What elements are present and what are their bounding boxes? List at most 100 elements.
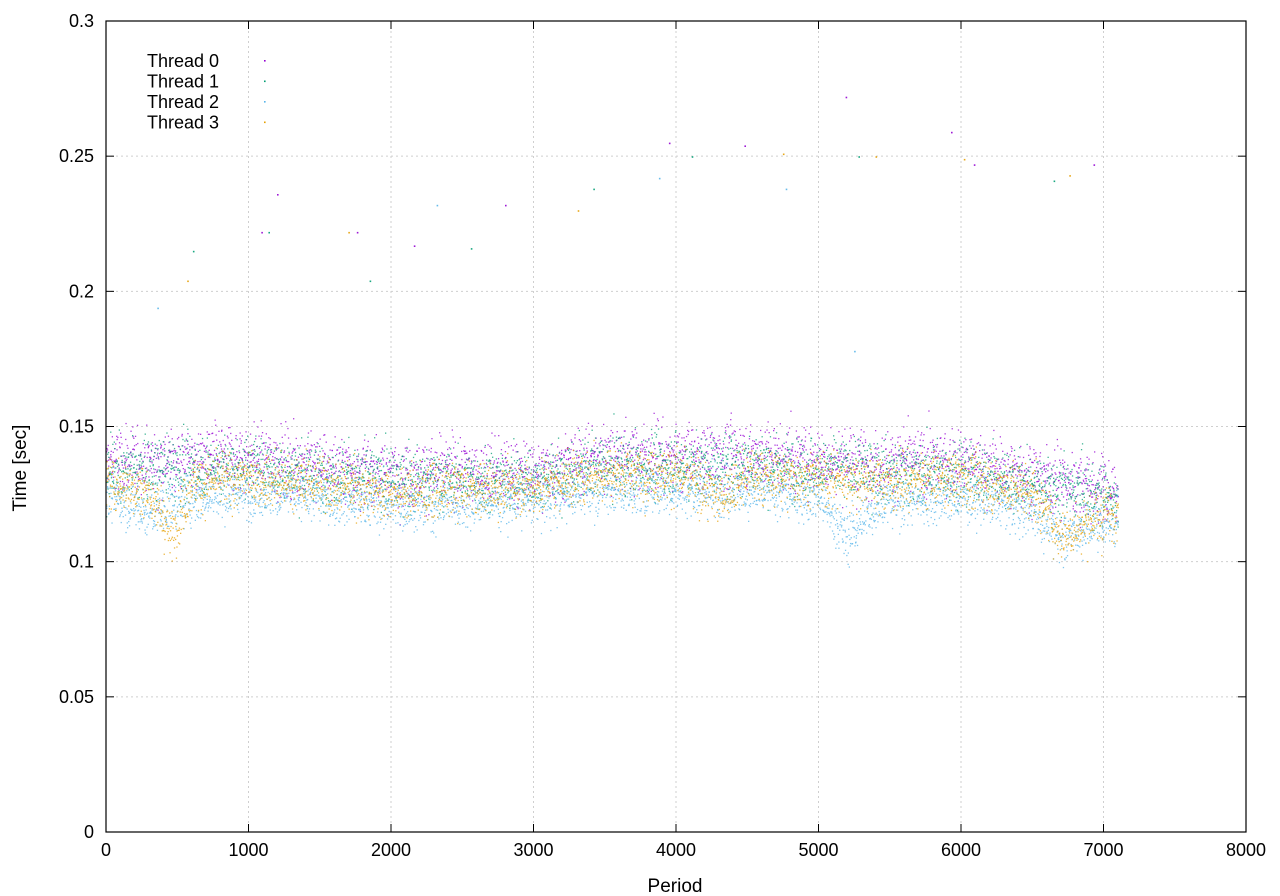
data-point (164, 436, 166, 438)
data-point (285, 459, 287, 461)
data-point (734, 430, 736, 433)
data-point (498, 435, 500, 437)
data-point (401, 497, 403, 499)
data-point (205, 486, 207, 488)
data-point (799, 456, 801, 458)
data-point (559, 451, 561, 453)
data-point (259, 446, 261, 448)
data-point (669, 450, 671, 453)
data-point (500, 483, 502, 485)
data-point (590, 455, 592, 457)
data-point (554, 466, 556, 469)
data-point (837, 455, 840, 457)
data-point (896, 454, 898, 456)
data-point (154, 443, 156, 445)
data-point (504, 451, 507, 453)
data-point (489, 511, 491, 513)
data-point (277, 466, 279, 468)
data-point (576, 457, 578, 459)
data-point (662, 460, 664, 462)
data-point (458, 473, 460, 475)
data-point (287, 437, 290, 439)
data-point (695, 460, 697, 462)
data-point (776, 469, 779, 471)
data-point (499, 462, 501, 464)
data-point (228, 474, 231, 476)
data-point (504, 470, 506, 472)
data-point (541, 494, 543, 496)
data-point (1099, 492, 1101, 494)
data-point (542, 452, 544, 454)
data-point (501, 487, 503, 489)
data-point (651, 479, 653, 481)
data-point (273, 441, 275, 444)
data-point (744, 467, 746, 469)
data-point (164, 454, 166, 456)
data-point (981, 457, 983, 459)
data-point (302, 477, 304, 480)
data-point (1099, 473, 1101, 475)
data-point (182, 450, 184, 453)
data-point (1011, 447, 1013, 450)
data-point (908, 436, 911, 438)
data-point (995, 460, 998, 462)
data-point (159, 471, 161, 473)
data-point (679, 450, 681, 452)
data-point (610, 457, 612, 459)
data-point (245, 459, 247, 461)
data-point (360, 463, 363, 466)
data-point (527, 499, 529, 501)
data-point (182, 468, 184, 470)
data-point (347, 477, 349, 479)
data-point (186, 452, 189, 455)
data-point (667, 472, 669, 474)
data-point (524, 456, 526, 458)
data-point (255, 470, 257, 472)
data-point (354, 489, 356, 492)
data-point (617, 456, 619, 458)
data-point (266, 464, 268, 466)
data-point (358, 483, 360, 485)
data-point (412, 484, 414, 486)
data-point (858, 450, 861, 453)
data-point (604, 445, 607, 447)
data-point (257, 453, 259, 455)
data-point (117, 436, 119, 439)
data-point (748, 471, 750, 474)
data-point (382, 480, 384, 482)
data-point (794, 475, 796, 477)
data-point (326, 480, 328, 482)
data-point (426, 477, 428, 479)
data-point (402, 460, 405, 462)
data-point (283, 458, 285, 460)
data-point (958, 471, 960, 474)
data-point (843, 457, 845, 459)
data-point (508, 490, 510, 492)
data-point (201, 482, 203, 484)
data-point (962, 446, 964, 449)
data-point (260, 470, 263, 472)
data-point (274, 477, 276, 480)
data-point (124, 467, 127, 469)
data-point (700, 460, 702, 463)
data-point (215, 467, 217, 469)
data-point (345, 466, 347, 468)
data-point (125, 472, 127, 474)
data-point (798, 465, 800, 467)
data-point (315, 502, 317, 504)
data-point (774, 444, 776, 446)
data-point (1007, 463, 1009, 465)
data-point (608, 462, 610, 464)
data-point (665, 443, 668, 445)
data-point (556, 465, 558, 467)
data-point (287, 475, 289, 477)
data-point (406, 469, 409, 471)
data-point (429, 475, 432, 477)
data-point (604, 468, 606, 470)
data-point (343, 441, 345, 443)
data-point (779, 454, 781, 456)
data-point (647, 486, 649, 488)
data-point (118, 464, 120, 466)
data-point (1003, 459, 1005, 462)
data-point (1008, 470, 1011, 472)
